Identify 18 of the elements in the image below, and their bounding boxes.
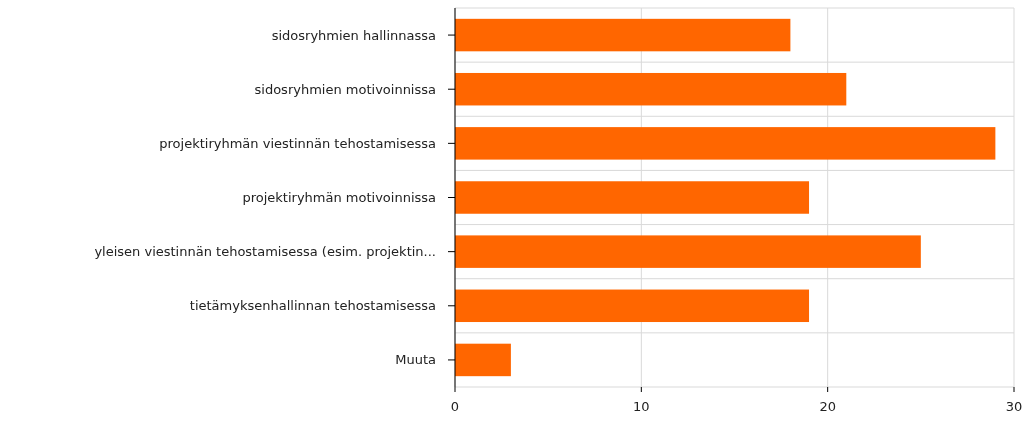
y-tick-label: sidosryhmien motivoinnissa <box>254 81 436 97</box>
bar <box>455 235 921 268</box>
x-tick-label: 30 <box>1005 399 1023 414</box>
y-tick-label: sidosryhmien hallinnassa <box>271 27 436 43</box>
x-tick-label: 10 <box>633 399 650 414</box>
bar <box>455 343 511 377</box>
y-tick-label: projektiryhmän viestinnän tehostamisessa <box>159 135 436 151</box>
y-tick-label: yleisen viestinnän tehostamisessa (esim. projektin... <box>94 244 436 260</box>
y-tick-label: Muuta <box>395 352 436 368</box>
y-tick-label: tietämyksenhallinnan tehostamisessa <box>189 298 436 314</box>
y-tick-label: projektiryhmän motivoinnissa <box>242 190 436 206</box>
x-tick-label: 20 <box>819 399 836 414</box>
bar <box>455 289 810 323</box>
bar <box>455 72 847 106</box>
bar <box>455 181 810 214</box>
bar <box>455 127 996 160</box>
bar <box>455 18 791 52</box>
x-tick-label: 0 <box>450 399 460 414</box>
